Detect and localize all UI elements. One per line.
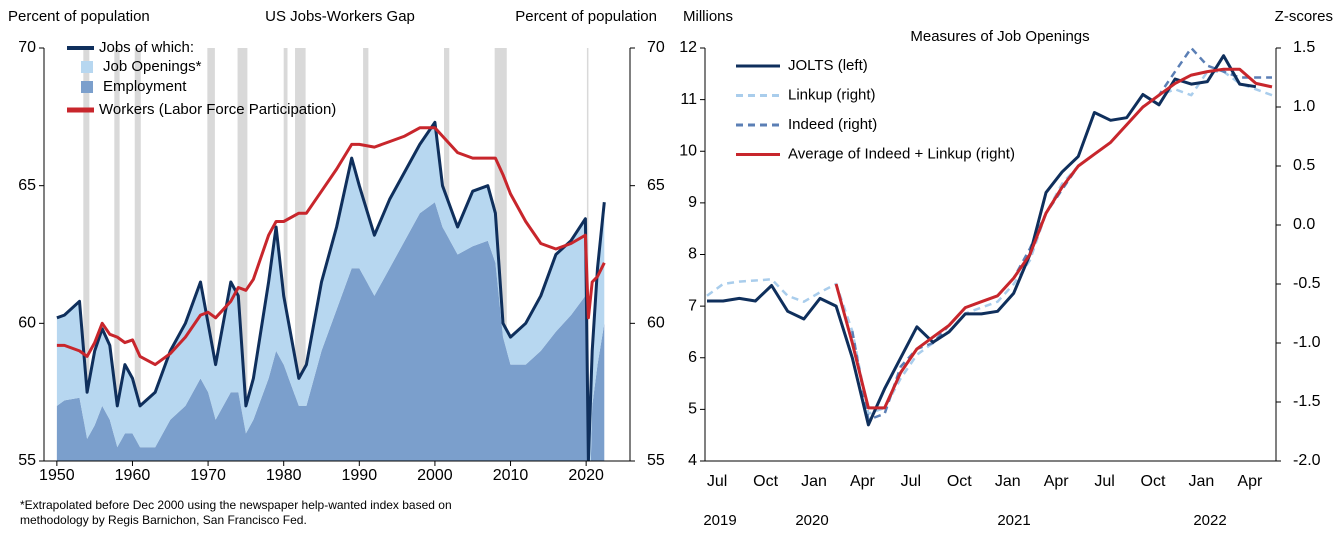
y2-tick-label: 1.0 bbox=[1293, 98, 1315, 115]
series-line bbox=[56, 126, 606, 367]
chart-title: Measures of Job Openings bbox=[910, 28, 1089, 45]
y-axis-label: Percent of population bbox=[8, 8, 150, 25]
y-tick-label: 8 bbox=[688, 246, 697, 263]
x-tick-label: 1970 bbox=[190, 467, 226, 484]
y2-tick-label: 60 bbox=[647, 315, 665, 332]
series-line bbox=[707, 54, 1257, 427]
legend-label: Workers (Labor Force Participation) bbox=[99, 101, 336, 118]
y-tick-label: 9 bbox=[688, 194, 697, 211]
x-tick-label: Jan bbox=[995, 473, 1021, 490]
y-tick-label: 11 bbox=[680, 91, 697, 108]
x-tick-label: 1960 bbox=[115, 467, 151, 484]
y-tick-label: 70 bbox=[18, 39, 36, 56]
y2-axis-label: Percent of population bbox=[515, 8, 657, 25]
x-tick-label: 2020 bbox=[568, 467, 604, 484]
year-label: 2019 bbox=[703, 512, 736, 529]
x-tick-label: Apr bbox=[1044, 473, 1070, 490]
recession-band bbox=[295, 48, 306, 461]
y2-axis-label: Z-scores bbox=[1275, 8, 1333, 25]
x-tick-label: Oct bbox=[1141, 473, 1166, 490]
y-tick-label: 65 bbox=[18, 177, 36, 194]
recession-band bbox=[134, 48, 141, 461]
legend-label: Employment bbox=[103, 78, 187, 95]
legend-label: Average of Indeed + Linkup (right) bbox=[788, 145, 1015, 162]
y2-tick-label: 55 bbox=[647, 452, 665, 469]
year-label: 2020 bbox=[795, 512, 828, 529]
chart-title: US Jobs-Workers Gap bbox=[265, 8, 415, 25]
x-tick-label: Jul bbox=[1094, 473, 1114, 490]
y2-tick-label: -0.5 bbox=[1293, 275, 1321, 292]
recession-band bbox=[237, 48, 248, 461]
x-tick-label: Jul bbox=[707, 473, 727, 490]
legend-label: Linkup (right) bbox=[788, 86, 876, 103]
y2-tick-label: 70 bbox=[647, 39, 665, 56]
year-label: 2022 bbox=[1193, 512, 1226, 529]
plot-area bbox=[56, 48, 606, 461]
y2-tick-label: 1.5 bbox=[1293, 39, 1315, 56]
y2-tick-label: -1.5 bbox=[1293, 393, 1321, 410]
y-tick-label: 10 bbox=[679, 142, 697, 159]
legend-label: Jobs of which: bbox=[99, 39, 194, 56]
x-tick-label: 1950 bbox=[39, 467, 75, 484]
y2-tick-label: -2.0 bbox=[1293, 452, 1321, 469]
plot-area bbox=[706, 46, 1273, 427]
legend-label: Indeed (right) bbox=[788, 116, 877, 133]
legend-label: Job Openings* bbox=[103, 58, 202, 75]
y2-tick-label: 0.5 bbox=[1293, 157, 1315, 174]
y-tick-label: 5 bbox=[688, 401, 697, 418]
y-tick-label: 6 bbox=[688, 349, 697, 366]
y-tick-label: 12 bbox=[679, 39, 697, 56]
x-tick-label: Oct bbox=[753, 473, 778, 490]
recession-band bbox=[207, 48, 215, 461]
x-tick-label: Jan bbox=[1189, 473, 1215, 490]
recession-band bbox=[283, 48, 288, 461]
recession-band bbox=[586, 48, 589, 461]
year-label: 2021 bbox=[997, 512, 1030, 529]
y-axis-label: Millions bbox=[683, 8, 733, 25]
legend-swatch bbox=[81, 61, 93, 73]
y2-tick-label: 65 bbox=[647, 177, 665, 194]
y2-tick-label: -1.0 bbox=[1293, 334, 1321, 351]
y-tick-label: 55 bbox=[18, 452, 36, 469]
series-line bbox=[56, 120, 606, 461]
recession-band bbox=[114, 48, 120, 461]
y-tick-label: 7 bbox=[688, 297, 697, 314]
footnote: *Extrapolated before Dec 2000 using the … bbox=[20, 498, 452, 527]
series-line bbox=[834, 67, 1273, 410]
x-tick-label: 2010 bbox=[493, 467, 529, 484]
y-tick-label: 4 bbox=[688, 452, 697, 469]
recession-band bbox=[83, 48, 90, 461]
employment-area bbox=[56, 202, 605, 461]
legend-label: JOLTS (left) bbox=[788, 57, 868, 74]
x-tick-label: 1980 bbox=[266, 467, 302, 484]
x-tick-label: Apr bbox=[850, 473, 876, 490]
x-tick-label: 1990 bbox=[342, 467, 378, 484]
x-tick-label: Jul bbox=[901, 473, 921, 490]
series-line bbox=[851, 46, 1272, 421]
y-tick-label: 60 bbox=[18, 315, 36, 332]
x-tick-label: Jan bbox=[801, 473, 827, 490]
y2-tick-label: 0.0 bbox=[1293, 216, 1315, 233]
x-tick-label: Oct bbox=[947, 473, 972, 490]
series-line bbox=[706, 70, 1273, 416]
legend-swatch bbox=[81, 81, 93, 93]
x-tick-label: 2000 bbox=[417, 467, 453, 484]
x-tick-label: Apr bbox=[1237, 473, 1263, 490]
